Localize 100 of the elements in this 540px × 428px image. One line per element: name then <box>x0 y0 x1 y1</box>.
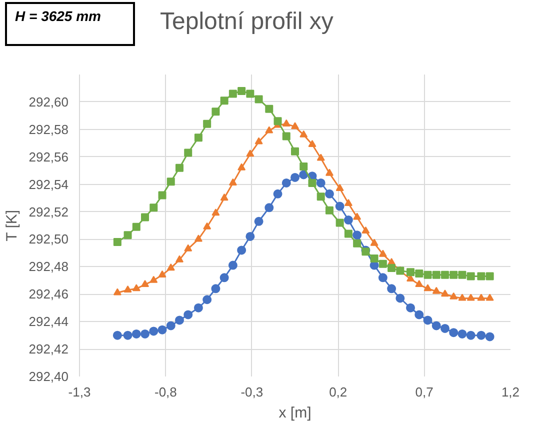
point <box>450 270 458 279</box>
y-tick-label: 292,46 <box>28 286 69 302</box>
point <box>184 310 193 320</box>
point <box>238 163 246 170</box>
point <box>211 284 220 294</box>
x-tick-label: 0,2 <box>329 384 348 400</box>
point <box>132 329 141 338</box>
point <box>477 294 486 301</box>
y-tick-label: 292,44 <box>28 314 69 330</box>
x-tick-label: 1,2 <box>501 384 520 400</box>
point <box>291 147 299 156</box>
point <box>124 285 132 293</box>
point <box>254 216 264 226</box>
point <box>432 270 440 279</box>
point <box>220 96 228 105</box>
point <box>344 216 353 224</box>
point <box>362 226 370 234</box>
point <box>300 162 308 170</box>
point <box>184 244 192 252</box>
point <box>132 222 140 231</box>
y-tick-label: 292,50 <box>28 232 69 247</box>
point <box>273 189 282 198</box>
y-tick-label: 292,60 <box>28 94 69 110</box>
point <box>406 268 415 276</box>
point <box>158 270 166 278</box>
point <box>264 203 274 212</box>
point <box>466 294 475 301</box>
point <box>174 316 184 325</box>
y-tick-label: 292,52 <box>28 204 69 220</box>
y-tick-label: 292,54 <box>28 176 69 192</box>
point <box>194 234 202 242</box>
point <box>458 270 466 279</box>
point <box>424 284 432 292</box>
point <box>175 255 184 262</box>
point <box>378 273 388 282</box>
x-tick-label: -0,8 <box>154 384 177 400</box>
point <box>440 270 449 279</box>
point <box>335 202 344 211</box>
point <box>308 178 316 187</box>
x-tick-label: -1,3 <box>68 384 91 400</box>
point <box>282 119 290 126</box>
point <box>324 189 334 198</box>
point <box>112 330 122 340</box>
point <box>353 212 362 220</box>
point <box>132 284 140 292</box>
point <box>212 108 220 116</box>
point <box>246 90 254 98</box>
point <box>228 178 237 186</box>
point <box>282 178 291 188</box>
point <box>415 280 424 288</box>
point <box>476 330 486 340</box>
point <box>202 295 212 304</box>
point <box>212 208 220 216</box>
point <box>123 330 132 340</box>
point <box>336 184 344 191</box>
point <box>141 280 150 288</box>
point <box>486 272 494 280</box>
point <box>388 264 396 272</box>
point <box>228 90 237 98</box>
y-axis-title: T [K] <box>4 210 21 242</box>
y-tick-label: 292,56 <box>28 149 69 164</box>
point <box>370 254 378 262</box>
point <box>370 238 378 246</box>
point <box>246 232 255 241</box>
point <box>450 292 458 300</box>
point <box>124 231 132 240</box>
point <box>274 117 282 126</box>
point <box>158 191 166 200</box>
point <box>406 303 416 312</box>
point <box>166 321 176 330</box>
point <box>423 316 432 325</box>
point <box>203 222 212 230</box>
point <box>254 137 263 144</box>
x-tick-label: -0,3 <box>240 384 264 400</box>
point <box>458 294 466 301</box>
point <box>344 230 352 238</box>
point <box>352 230 362 240</box>
point <box>336 218 344 227</box>
x-tick-label: 0,7 <box>415 384 434 400</box>
point <box>282 132 290 140</box>
point <box>194 134 202 142</box>
point <box>316 154 325 161</box>
point <box>228 260 238 270</box>
point <box>396 294 405 303</box>
point <box>378 260 387 268</box>
point <box>194 303 203 312</box>
point <box>113 238 122 246</box>
point <box>415 270 424 278</box>
point <box>477 272 486 280</box>
point <box>291 122 299 130</box>
point <box>466 272 475 280</box>
point <box>466 330 476 340</box>
point <box>300 130 308 138</box>
point <box>265 126 274 134</box>
point <box>246 150 254 157</box>
point <box>290 172 300 182</box>
point <box>486 294 494 301</box>
point <box>254 95 263 104</box>
point <box>150 204 158 212</box>
point <box>113 288 122 296</box>
